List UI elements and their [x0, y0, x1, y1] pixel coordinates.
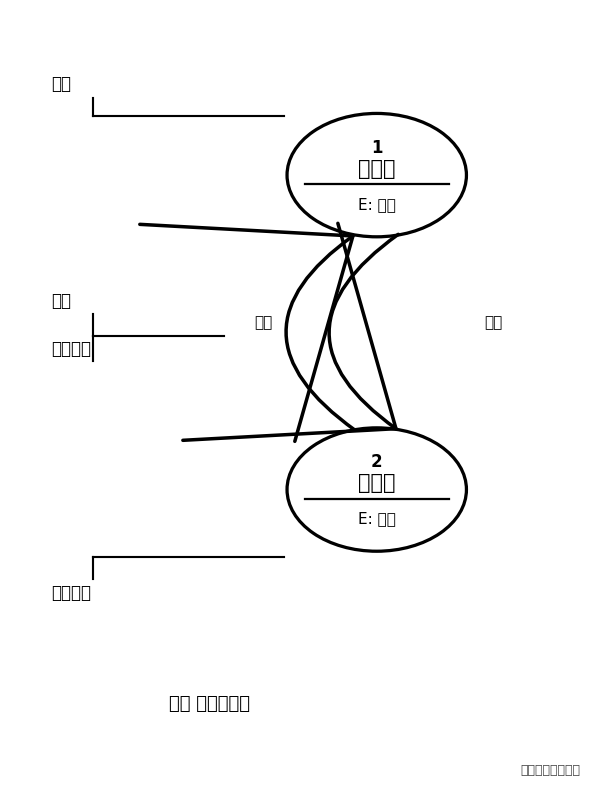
- Text: 转移: 转移: [51, 292, 71, 310]
- Text: 图： 有限状态机: 图： 有限状态机: [169, 696, 250, 713]
- Text: 以太坊技术与实现: 以太坊技术与实现: [520, 764, 580, 777]
- Text: 已关闭: 已关闭: [358, 474, 395, 494]
- Text: E: 关门: E: 关门: [358, 512, 396, 527]
- Text: 状态: 状态: [51, 75, 71, 92]
- Text: 1: 1: [371, 139, 383, 157]
- FancyArrowPatch shape: [183, 224, 398, 440]
- Text: 2: 2: [371, 454, 383, 471]
- Text: 进入动作: 进入动作: [51, 584, 91, 602]
- FancyArrowPatch shape: [140, 224, 355, 441]
- Text: 转移条件: 转移条件: [51, 340, 91, 357]
- Text: 打开: 打开: [254, 315, 272, 330]
- Text: 关闭: 关闭: [484, 315, 502, 330]
- Text: E: 开门: E: 开门: [358, 197, 396, 213]
- Text: 已打开: 已打开: [358, 159, 395, 179]
